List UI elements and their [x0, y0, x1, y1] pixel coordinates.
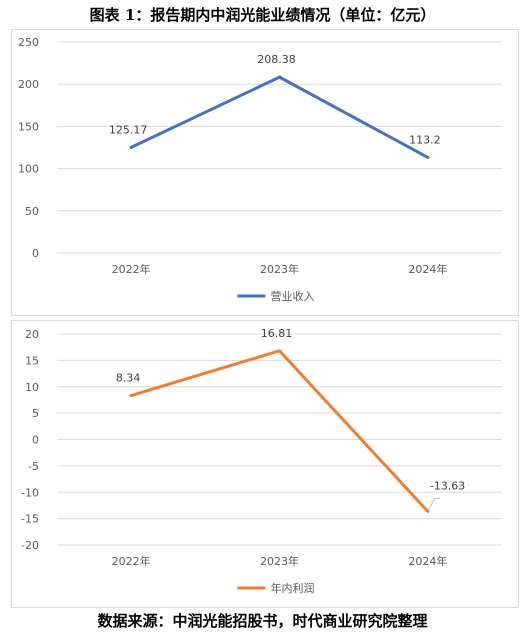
profit-series-line: [129, 349, 430, 513]
y-tick-label: 100: [18, 163, 39, 176]
y-tick-label: -20: [21, 539, 39, 552]
profit-line-chart: -20 -15 -10 -5 0 5 10 15 20 2022年 2023年 2024年 8.34 16…: [21, 327, 502, 595]
y-tick-label: 10: [25, 381, 39, 394]
profit-data-point: [129, 394, 133, 398]
y-tick-label: 150: [18, 120, 39, 133]
chart-title: 图表 1：报告期内中润光能业绩情况（单位：亿元）: [89, 6, 436, 24]
data-source-note: 数据来源：中润光能招股书，时代商业研究院整理: [97, 612, 428, 630]
profit-data-label: 8.34: [116, 372, 141, 385]
revenue-series-line: [129, 75, 430, 159]
legend-label: 营业收入: [271, 289, 315, 303]
revenue-data-label: 208.38: [257, 53, 296, 66]
y-tick-label: 20: [25, 328, 39, 341]
revenue-data-label: 113.2: [409, 133, 441, 146]
x-tick-label: 2024年: [408, 262, 447, 276]
x-tick-label: 2023年: [260, 554, 299, 568]
y-tick-label: 5: [32, 407, 39, 420]
y-tick-label: 50: [25, 205, 39, 218]
y-tick-label: -15: [21, 513, 39, 526]
revenue-data-point: [278, 75, 281, 79]
legend-label: 年内利润: [271, 581, 315, 595]
y-tick-label: 0: [32, 434, 39, 447]
profit-data-point: [278, 349, 281, 353]
x-tick-label: 2022年: [112, 262, 151, 276]
profit-data-label: -13.63: [430, 479, 465, 492]
y-tick-label: -10: [21, 486, 39, 499]
revenue-data-point: [129, 145, 133, 149]
y-tick-label: 200: [18, 78, 39, 91]
y-tick-label: 0: [32, 247, 39, 260]
revenue-data-point: [426, 155, 430, 159]
y-tick-label: 15: [25, 354, 39, 367]
profit-data-point: [426, 509, 430, 513]
x-tick-label: 2022年: [112, 554, 151, 568]
revenue-chart-panel: 0 50 100 150 200 250 2022年 2023年 2024年 125.17 208.…: [11, 29, 519, 316]
profit-data-label: 16.81: [261, 327, 293, 340]
data-label-callout-line: [428, 497, 440, 510]
y-tick-label: -5: [28, 460, 39, 473]
x-tick-label: 2024年: [408, 554, 447, 568]
profit-chart-panel: -20 -15 -10 -5 0 5 10 15 20 2022年 2023年 2024年 8.34 16…: [11, 320, 519, 608]
revenue-line-chart: 0 50 100 150 200 250 2022年 2023年 2024年 125.17 208.…: [18, 36, 502, 303]
x-tick-label: 2023年: [260, 262, 299, 276]
y-tick-label: 250: [18, 36, 39, 49]
revenue-data-label: 125.17: [109, 123, 148, 136]
